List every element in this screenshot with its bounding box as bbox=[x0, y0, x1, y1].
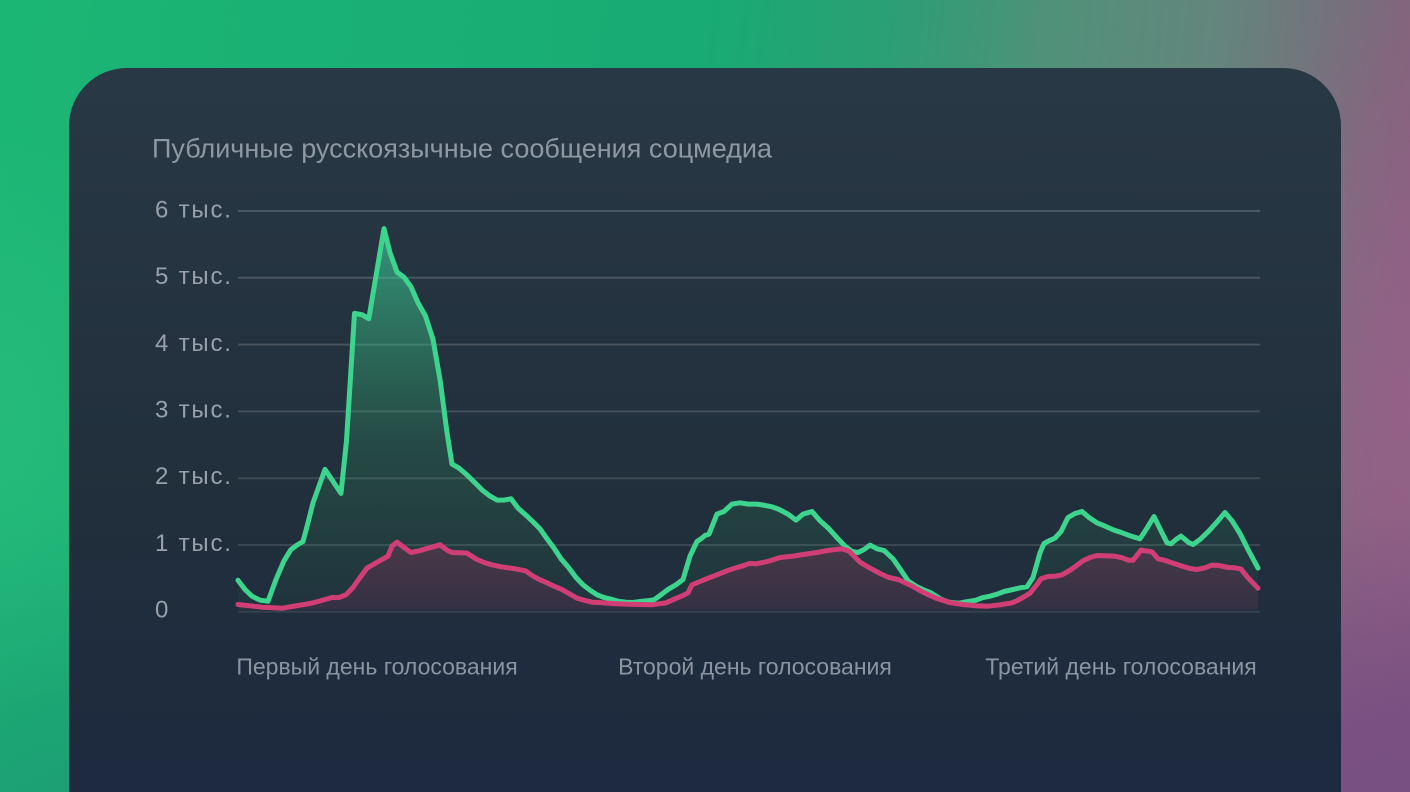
svg-text:5 тыс.: 5 тыс. bbox=[155, 263, 233, 290]
svg-text:4 тыс.: 4 тыс. bbox=[155, 330, 233, 357]
svg-text:3 тыс.: 3 тыс. bbox=[155, 397, 233, 424]
svg-text:0: 0 bbox=[155, 597, 170, 624]
svg-text:2 тыс.: 2 тыс. bbox=[155, 463, 233, 490]
svg-text:6 тыс.: 6 тыс. bbox=[155, 197, 233, 224]
svg-text:Публичные русскоязычные сообще: Публичные русскоязычные сообщения соцмед… bbox=[152, 134, 773, 164]
svg-text:Второй день голосования: Второй день голосования bbox=[618, 654, 892, 680]
svg-text:1 тыс.: 1 тыс. bbox=[155, 530, 233, 557]
svg-text:Третий день голосования: Третий день голосования bbox=[985, 654, 1256, 680]
svg-text:Первый день голосования: Первый день голосования bbox=[236, 654, 517, 680]
